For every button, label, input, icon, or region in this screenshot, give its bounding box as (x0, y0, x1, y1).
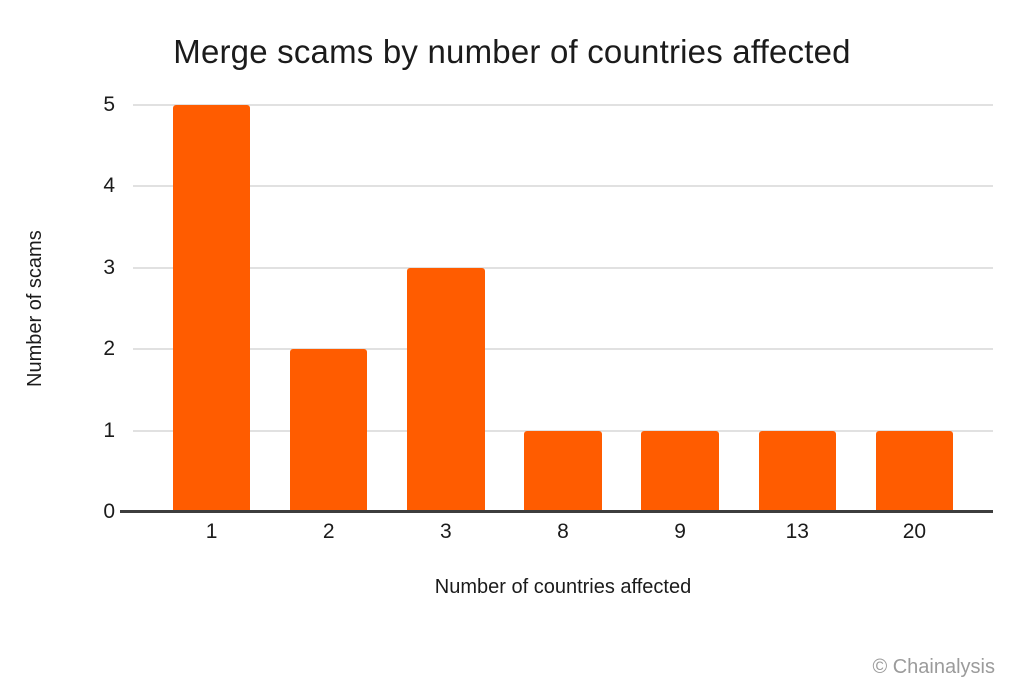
x-tick-label-1: 1 (205, 520, 218, 543)
bar-3 (407, 267, 485, 512)
x-tick-labels: 1 2 3 8 9 13 20 (133, 519, 993, 545)
y-tick-label-4: 4 (103, 174, 115, 198)
x-tick-label-13: 13 (785, 520, 809, 543)
bar-1 (172, 105, 251, 512)
bar-slot-20 (856, 105, 973, 512)
y-tick-label-1: 1 (103, 418, 115, 442)
gridline-y-4 (133, 185, 993, 188)
gridline-y-5 (133, 104, 993, 106)
gridline-y-2 (133, 348, 993, 351)
x-tick-label-2: 2 (322, 520, 335, 543)
x-tick-label-20: 20 (902, 520, 927, 543)
gridline-y-1 (133, 429, 993, 432)
chainalysis-watermark: © Chainalysis (872, 656, 995, 678)
bar-slot-8 (504, 105, 621, 512)
bar-8 (524, 430, 602, 512)
bar-9 (641, 430, 719, 512)
bar-series (133, 105, 993, 512)
gridline-y-3 (133, 266, 993, 269)
x-tick-label-8: 8 (557, 520, 569, 543)
x-axis-line (120, 510, 993, 513)
bar-slot-2 (270, 105, 387, 512)
x-tick-label-9: 9 (674, 520, 686, 543)
y-tick-label-2: 2 (103, 337, 115, 361)
x-tick-label-3: 3 (440, 520, 452, 543)
bar-13 (758, 430, 836, 512)
bar-2 (290, 349, 368, 512)
y-tick-label-0: 0 (103, 500, 115, 523)
bar-slot-9 (622, 105, 739, 512)
y-tick-label-5: 5 (103, 93, 115, 116)
x-axis-title: Number of countries affected (434, 576, 692, 598)
y-axis-title: Number of scams (24, 230, 46, 387)
bar-slot-13 (739, 105, 856, 512)
y-tick-label-3: 3 (103, 255, 115, 279)
bar-slot-3 (387, 105, 504, 512)
chart-title: Merge scams by number of countries affec… (173, 33, 851, 70)
bar-slot-1 (153, 105, 270, 512)
plot-area (133, 104, 993, 512)
bar-20 (875, 430, 954, 512)
